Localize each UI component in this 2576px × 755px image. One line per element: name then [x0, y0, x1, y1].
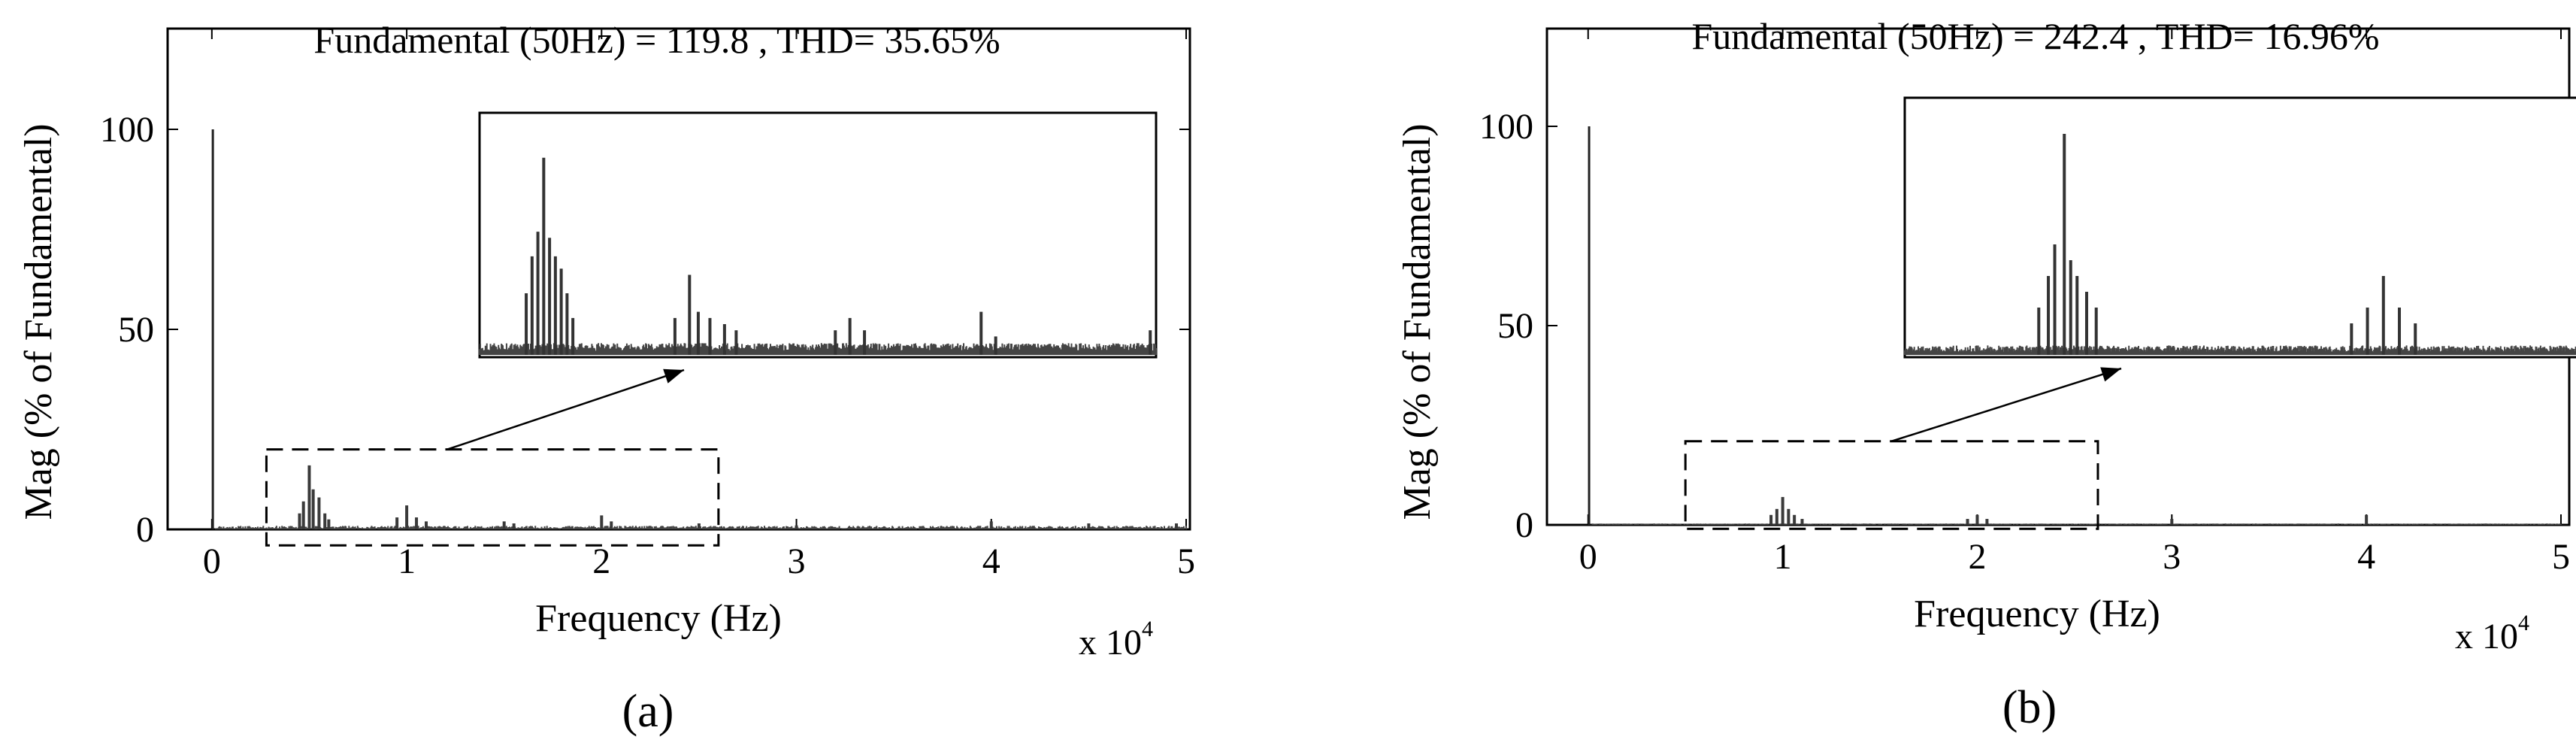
panel-a-xtick-label: 0: [203, 541, 221, 581]
panel-a-zoom-arrow: [446, 368, 685, 450]
panel-a-caption: (a): [622, 686, 674, 737]
panel-b-caption: (b): [2002, 682, 2057, 733]
panel-a-ytick-label: 100: [100, 110, 154, 150]
panel-b-zoom-box: [1684, 440, 2099, 530]
panel-a-xtick-label: 3: [788, 541, 806, 581]
panel-a-x-multiplier-exp: 4: [1142, 617, 1153, 641]
panel-a-noise-floor: [215, 526, 1187, 529]
panel-a-inset-frame: [478, 111, 1158, 359]
panel-b-x-multiplier: x 104: [2455, 611, 2529, 656]
panel-b-ytick-label: 0: [1515, 505, 1533, 545]
panel-b-zoom-arrow: [1891, 367, 2122, 442]
panel-b-xtick-label: 0: [1579, 537, 1597, 577]
panel-a-ylabel: Mag (% of Fundamental): [17, 123, 60, 520]
panel-a-x-multiplier-base: x 10: [1079, 623, 1142, 663]
panel-b-inset-frame: [1903, 96, 2576, 359]
panel-a: Fundamental (50Hz) = 119.8 , THD= 35.65%…: [17, 19, 1195, 737]
panel-b-x-multiplier-base: x 10: [2455, 617, 2518, 656]
panel-b: Fundamental (50Hz) = 242.4 , THD= 16.96%…: [1396, 15, 2576, 733]
panel-a-zoom-box: [265, 448, 720, 547]
panel-a-xtick-label: 2: [592, 541, 610, 581]
panel-b-ytick-label: 100: [1479, 107, 1533, 147]
panel-a-xlabel: Frequency (Hz): [535, 597, 782, 640]
panel-b-title: Fundamental (50Hz) = 242.4 , THD= 16.96%: [1691, 15, 2379, 57]
panel-b-xlabel: Frequency (Hz): [1914, 593, 2160, 635]
panel-a-zoom-arrowhead: [663, 368, 684, 384]
panel-a-ytick-label: 50: [118, 310, 154, 350]
panel-b-x-multiplier-exp: 4: [2518, 611, 2529, 635]
panel-b-xtick-label: 5: [2552, 537, 2570, 577]
panel-a-x-multiplier: x 104: [1079, 617, 1153, 663]
panel-b-noise-floor: [1591, 523, 2562, 525]
panel-b-xtick-label: 1: [1774, 537, 1792, 577]
panel-a-inset-noise-floor: [479, 343, 1157, 355]
panel-b-ytick-label: 50: [1497, 306, 1533, 346]
panel-a-xtick-label: 4: [982, 541, 1000, 581]
panel-b-xtick-label: 4: [2357, 537, 2375, 577]
panel-b-xtick-label: 3: [2163, 537, 2181, 577]
panel-b-xtick-label: 2: [1968, 537, 1986, 577]
panel-b-ylabel: Mag (% of Fundamental): [1396, 123, 1439, 520]
panel-a-xtick-label: 1: [398, 541, 416, 581]
panel-a-ytick-label: 0: [136, 510, 154, 550]
panel-b-zoom-arrowhead: [2100, 367, 2121, 382]
panel-a-title: Fundamental (50Hz) = 119.8 , THD= 35.65%: [313, 19, 1000, 61]
panel-a-xtick-label: 5: [1177, 541, 1195, 581]
